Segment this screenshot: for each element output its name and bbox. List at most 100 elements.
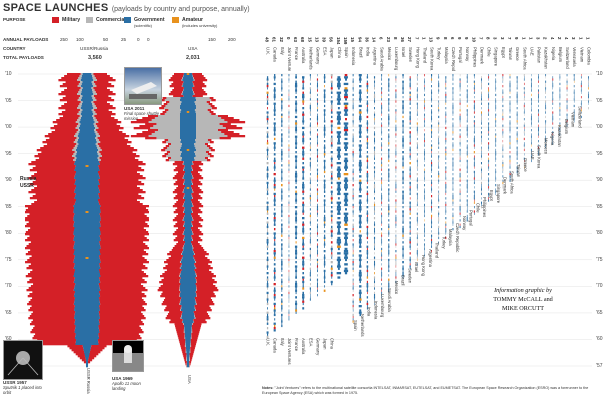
country-stream-segment [317,170,318,174]
stream-segment-government [180,107,196,110]
country-stream-segment [388,210,390,213]
country-stream-segment [445,120,447,123]
country-name: Mexico [386,47,392,61]
stream-segment-military [93,73,107,76]
stream-segment-military [174,323,184,326]
country-stream-segment [323,263,326,266]
stream-segment-government [73,295,101,298]
country-stream-segment [409,197,411,200]
country-stream-segment [337,190,340,193]
country-stream-segment [324,274,326,277]
country-stream-segment [359,133,362,136]
stream-segment-commercial [92,85,97,88]
country-stream-segment [552,115,554,119]
country-stream-segment [295,91,297,94]
stream-segment-military [172,219,183,222]
country-stream-segment [466,164,468,167]
stream-segment-commercial [154,131,180,134]
stream-segment-military [175,167,184,170]
country-stream-segment [352,285,354,288]
country-stream-segment [352,274,354,277]
stream-segment-commercial [195,155,210,158]
country-name: South Korea [429,47,435,71]
country-stream-segment [288,258,290,262]
country-stream-segment [337,261,340,264]
country-stream-segment [445,80,447,83]
country-stream-segment [488,82,490,86]
country-stream-segment [317,151,318,154]
stream-segment-government [74,293,100,296]
country-stream-segment [294,175,298,178]
country-stream-segment [302,212,304,215]
country-stream-segment [559,89,561,92]
country-stream-segment [488,186,490,189]
stream-segment-government [81,111,93,114]
country-stream-segment [388,278,390,281]
stream-segment-commercial [192,203,193,206]
country-stream-segment [352,265,354,268]
country-stream-segment [267,133,269,136]
country-stream-segment [523,124,525,127]
country-stream-segment [395,140,397,143]
country-stream-segment [459,199,461,202]
country-stream-segment [336,258,341,262]
country-stream-segment [281,113,283,116]
country-stream-segment [358,239,362,242]
country-stream-segment [273,322,276,325]
country-stream-segment [431,181,433,185]
stream-segment-military [191,173,200,176]
country-stream-segment [310,93,311,97]
country-stream-segment [337,236,341,240]
country-stream-segment [343,192,349,196]
country-stream-segment [516,80,518,83]
country-stream-segment [523,78,525,81]
country-stream-segment [395,208,397,211]
stream-segment-government [78,133,96,136]
stream-segment-government [180,155,196,158]
legend-label: Amateur [182,17,204,23]
country-stream-segment [281,168,283,171]
stream-segment-military [163,267,180,270]
stream-segment-military [175,327,184,330]
country-stream-segment [502,124,504,127]
stream-segment-commercial [153,125,180,128]
country-stream-segment [459,78,461,81]
stream-segment-military [191,201,200,204]
country-stream-segment [545,74,547,77]
stream-segment-government [182,321,194,324]
stream-segment-military [89,355,97,358]
country-stream-segment [531,129,532,132]
country-stream-segment [416,89,418,92]
country-stream-segment [402,87,404,90]
country-stream-segment [345,258,347,262]
country-total: 9 [435,37,441,40]
country-stream-segment [552,85,554,88]
country-stream-segment [566,78,568,81]
stream-segment-government [180,131,196,134]
stream-segment-military [96,85,115,88]
country-stream-segment [366,219,369,222]
stream-segment-government [180,121,196,124]
country-stream-segment [281,254,283,257]
country-stream-segment [373,263,376,266]
country-stream-segment [366,151,368,154]
stream-segment-military [34,173,76,176]
country-stream-segment [337,120,340,123]
stream-segment-military [25,231,74,234]
stream-segment-military [100,253,149,256]
country-stream-segment [374,208,375,211]
country-stream-segment [273,294,276,297]
stream-segment-military [26,223,74,226]
country-stream-segment [502,155,504,158]
country-stream-segment [343,232,349,235]
country-stream-segment [337,203,341,207]
country-stream-segment [445,175,447,178]
country-stream-segment [295,302,298,306]
country-stream-segment [416,109,418,112]
stream-segment-government [180,135,196,138]
stream-segment-commercial [189,365,190,368]
country-stream-segment [566,115,568,119]
country-stream-segment [416,250,418,253]
country-stream-segment [538,96,539,99]
country-stream-segment [337,170,340,174]
